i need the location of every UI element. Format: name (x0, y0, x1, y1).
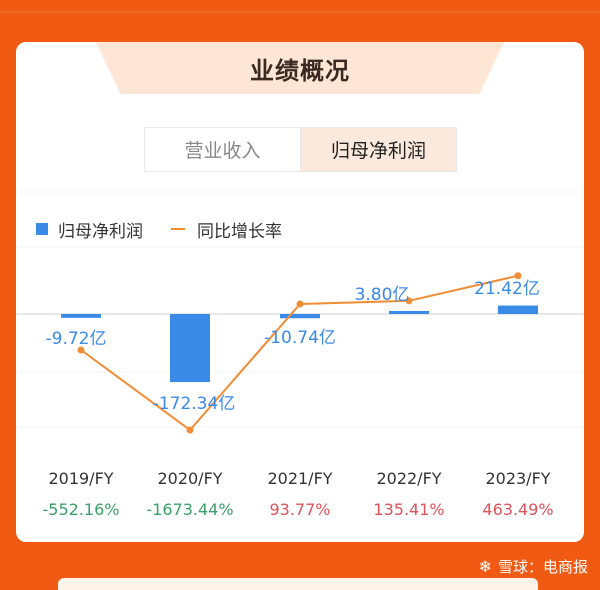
growth-rate-label: 463.49% (482, 500, 553, 519)
section-title: 业绩概况 (250, 56, 350, 85)
growth-point-2023/FY (514, 272, 522, 280)
x-tick-label: 2020/FY (157, 469, 222, 488)
tab-net-profit[interactable]: 归母净利润 (300, 128, 456, 171)
next-card-edge (58, 578, 538, 590)
tab-revenue[interactable]: 营业收入 (145, 128, 300, 171)
growth-rate-label: -552.16% (43, 500, 120, 519)
growth-point-2022/FY (405, 297, 413, 305)
bar-value-label: -9.72亿 (46, 329, 107, 349)
growth-point-2021/FY (296, 300, 304, 308)
growth-point-2020/FY (186, 426, 194, 434)
snowball-icon: ❄ (478, 557, 492, 576)
growth-line (80, 274, 519, 432)
bar-value-label: 21.42亿 (474, 279, 540, 299)
x-tick-label: 2022/FY (376, 469, 441, 488)
bar-value-label: -172.34亿 (153, 394, 236, 414)
growth-rate-label: -1673.44% (146, 500, 233, 519)
legend-bar-label: 归母净利润 (58, 221, 143, 242)
bar-2022/FY (389, 311, 429, 314)
bar-2019/FY (61, 314, 101, 318)
legend-bar-swatch (36, 223, 48, 235)
x-tick-label: 2019/FY (48, 469, 113, 488)
watermark: ❄ 雪球：电商报 (479, 556, 588, 577)
x-tick-label: 2023/FY (485, 469, 550, 488)
header-decoration (0, 11, 600, 13)
growth-rate-label: 135.41% (373, 500, 444, 519)
growth-rate-label: 93.77% (269, 500, 330, 519)
watermark-text: 雪球：电商报 (497, 558, 588, 576)
bar-2021/FY (280, 314, 320, 319)
metric-toggle: 营业收入 归母净利润 (144, 127, 457, 172)
bar-value-label: 3.80亿 (355, 285, 410, 305)
growth-point-2019/FY (77, 346, 85, 354)
profit-chart: -9.72亿 -172.34亿 -10.74亿 3.80亿 21.42亿 2019/FY 2… (16, 191, 584, 519)
performance-card: 业绩概况 营业收入 归母净利润 归母净利润 同比增长率 -9.72亿 -172.3… (16, 42, 584, 542)
legend-line-label: 同比增长率 (197, 221, 282, 242)
bar-2020/FY (170, 314, 210, 383)
section-title-tab: 业绩概况 (96, 42, 504, 94)
x-tick-label: 2021/FY (267, 469, 332, 488)
bar-2023/FY (498, 305, 538, 314)
bar-value-label: -10.74亿 (264, 328, 336, 348)
chart-legend: 归母净利润 同比增长率 (36, 218, 282, 242)
legend-line-swatch (171, 228, 185, 230)
